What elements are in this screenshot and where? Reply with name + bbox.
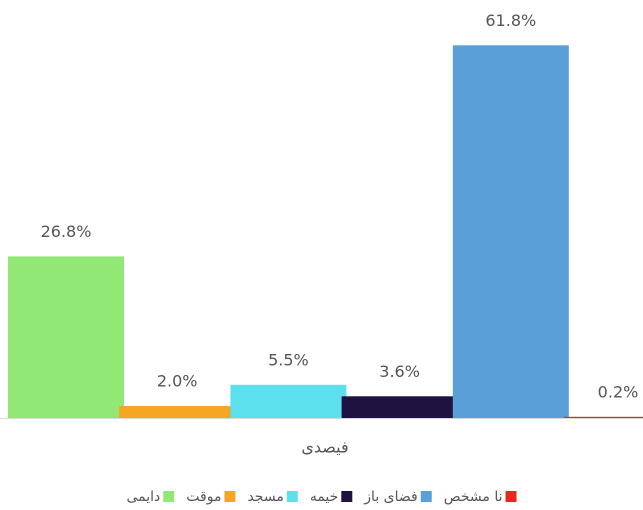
- legend-label: نا مشخص: [444, 489, 503, 505]
- legend-swatch: [286, 491, 298, 502]
- category-label: فیصدی: [301, 438, 348, 457]
- legend-swatch: [420, 491, 432, 502]
- legend-label: دایمی: [126, 489, 160, 505]
- legend-swatch: [341, 491, 353, 502]
- bar: [452, 45, 569, 418]
- value-label: 61.8%: [485, 11, 536, 30]
- bar: [230, 384, 347, 418]
- legend-label: خیمه: [310, 489, 338, 505]
- legend-swatch: [505, 491, 517, 502]
- bar: [8, 256, 124, 418]
- legend-swatch: [224, 491, 236, 502]
- value-label: 2.0%: [157, 371, 198, 390]
- legend-label: فضای باز: [363, 489, 417, 505]
- bar: [119, 405, 236, 418]
- bar: [564, 416, 643, 418]
- legend-label: مسجد: [247, 489, 283, 505]
- legend-label: موقت: [186, 489, 221, 505]
- legend-swatch: [163, 491, 175, 502]
- value-label: 3.6%: [379, 362, 420, 381]
- value-label: 26.8%: [41, 222, 92, 241]
- value-label: 0.2%: [598, 382, 639, 401]
- value-label: 5.5%: [268, 350, 309, 369]
- bar: [341, 396, 458, 418]
